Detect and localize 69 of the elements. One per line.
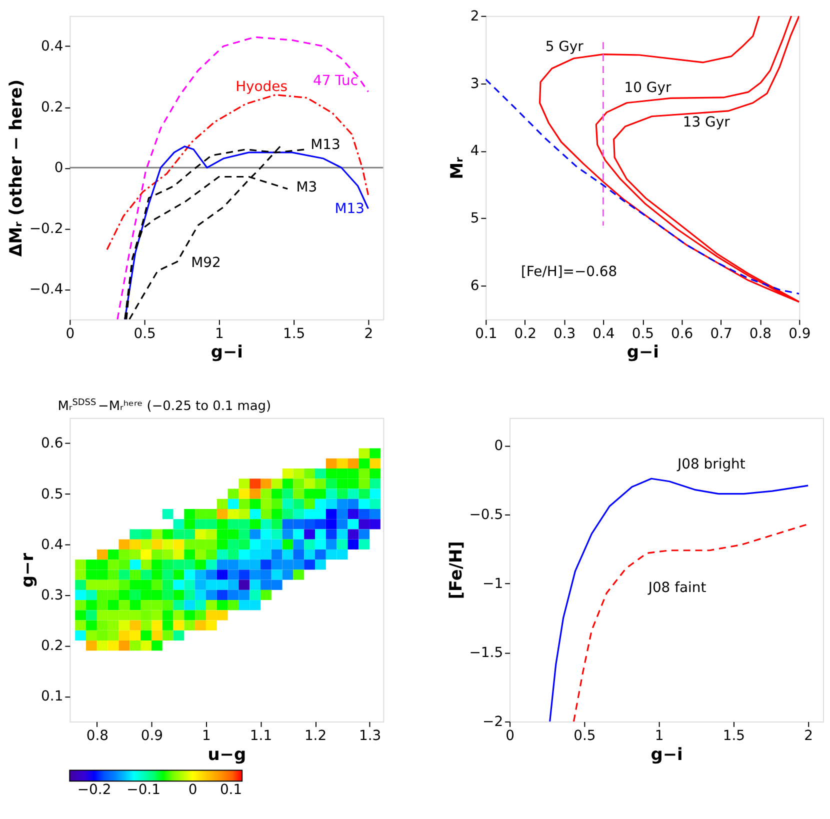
color-bar-label: −0.1 <box>126 782 160 798</box>
color-bar-label: −0.2 <box>77 782 112 798</box>
y-tick-label: 0.4 <box>41 536 64 553</box>
y-tick-label: 0.4 <box>41 38 64 55</box>
x-tick-label: 0.9 <box>788 326 811 342</box>
x-tick-label: 0.2 <box>514 326 536 342</box>
x-tick-label: 0 <box>66 326 75 342</box>
annotation: 13 Gyr <box>682 114 730 130</box>
x-axis-title: g−i <box>210 342 243 362</box>
annotation: M13 <box>334 200 364 217</box>
y-tick-label: 6 <box>470 278 480 294</box>
y-tick-label: −1.5 <box>469 644 504 661</box>
x-tick-label: 0.9 <box>140 728 164 744</box>
x-tick-label: 0.3 <box>553 326 576 342</box>
y-tick-label: 4 <box>470 143 480 160</box>
annotation: M92 <box>191 255 221 272</box>
y-tick-label: 0 <box>494 438 504 454</box>
x-tick-label: 1.3 <box>358 728 382 744</box>
y-tick-label: −0.2 <box>29 220 64 237</box>
y-axis-title: Mᵣ <box>446 156 466 180</box>
x-tick-label: 1.5 <box>722 728 746 744</box>
x-axis-title: g−i <box>650 744 683 764</box>
y-tick-label: −0.5 <box>469 506 504 523</box>
x-tick-label: 2 <box>804 728 814 744</box>
y-tick-label: −0.4 <box>29 282 64 298</box>
x-axis-title: u−g <box>208 744 246 764</box>
y-axis-title: g−r <box>17 552 38 588</box>
y-tick-label: −1 <box>482 576 504 592</box>
x-tick-label: 0.4 <box>592 326 615 342</box>
y-tick-label: 0.3 <box>41 587 64 604</box>
x-tick-label: 0.8 <box>749 326 772 342</box>
x-tick-label: 0.5 <box>574 728 596 744</box>
x-tick-label: 0.5 <box>134 326 156 342</box>
x-tick-label: 1.5 <box>283 326 306 342</box>
y-tick-label: 0.5 <box>41 486 64 502</box>
x-tick-label: 1.1 <box>250 728 272 744</box>
annotation: J08 bright <box>676 456 746 472</box>
x-tick-label: 1.2 <box>304 728 327 744</box>
y-axis-title: ΔMᵣ (other − here) <box>5 79 26 257</box>
x-tick-label: 2 <box>364 326 374 342</box>
color-bar-label: 0.1 <box>220 782 242 798</box>
annotation: 5 Gyr <box>545 38 584 55</box>
y-axis-title: [Fe/H] <box>445 541 466 600</box>
y-tick-label: 0.2 <box>41 99 64 116</box>
y-tick-label: 0.1 <box>41 688 64 705</box>
y-tick-label: 0 <box>54 160 64 176</box>
y-tick-label: 0.6 <box>41 436 64 452</box>
x-tick-label: 1 <box>654 728 664 744</box>
annotation: [Fe/H]=−0.68 <box>520 264 618 280</box>
annotation: M13 <box>310 137 340 154</box>
y-tick-label: 2 <box>470 8 480 24</box>
x-tick-label: 1 <box>202 728 211 744</box>
x-tick-label: 1 <box>215 326 224 342</box>
color-bar-label: 0 <box>188 782 198 798</box>
y-tick-label: 5 <box>470 210 480 227</box>
annotation: J08 faint <box>647 580 707 596</box>
x-tick-label: 0.8 <box>86 728 108 744</box>
y-tick-label: 0.2 <box>41 638 64 654</box>
y-tick-label: −2 <box>482 714 504 730</box>
annotation: Hyodes <box>236 79 288 96</box>
x-axis-title: g−i <box>626 342 659 362</box>
x-tick-label: 0.5 <box>632 326 654 342</box>
x-tick-label: 0.7 <box>710 326 732 342</box>
x-tick-label: 0 <box>506 728 514 744</box>
annotation: 10 Gyr <box>624 80 672 96</box>
annotation: M3 <box>296 179 318 196</box>
annotation: 47 Tuc <box>312 73 358 90</box>
y-tick-label: 3 <box>470 76 480 92</box>
x-tick-label: 0.6 <box>671 326 694 342</box>
